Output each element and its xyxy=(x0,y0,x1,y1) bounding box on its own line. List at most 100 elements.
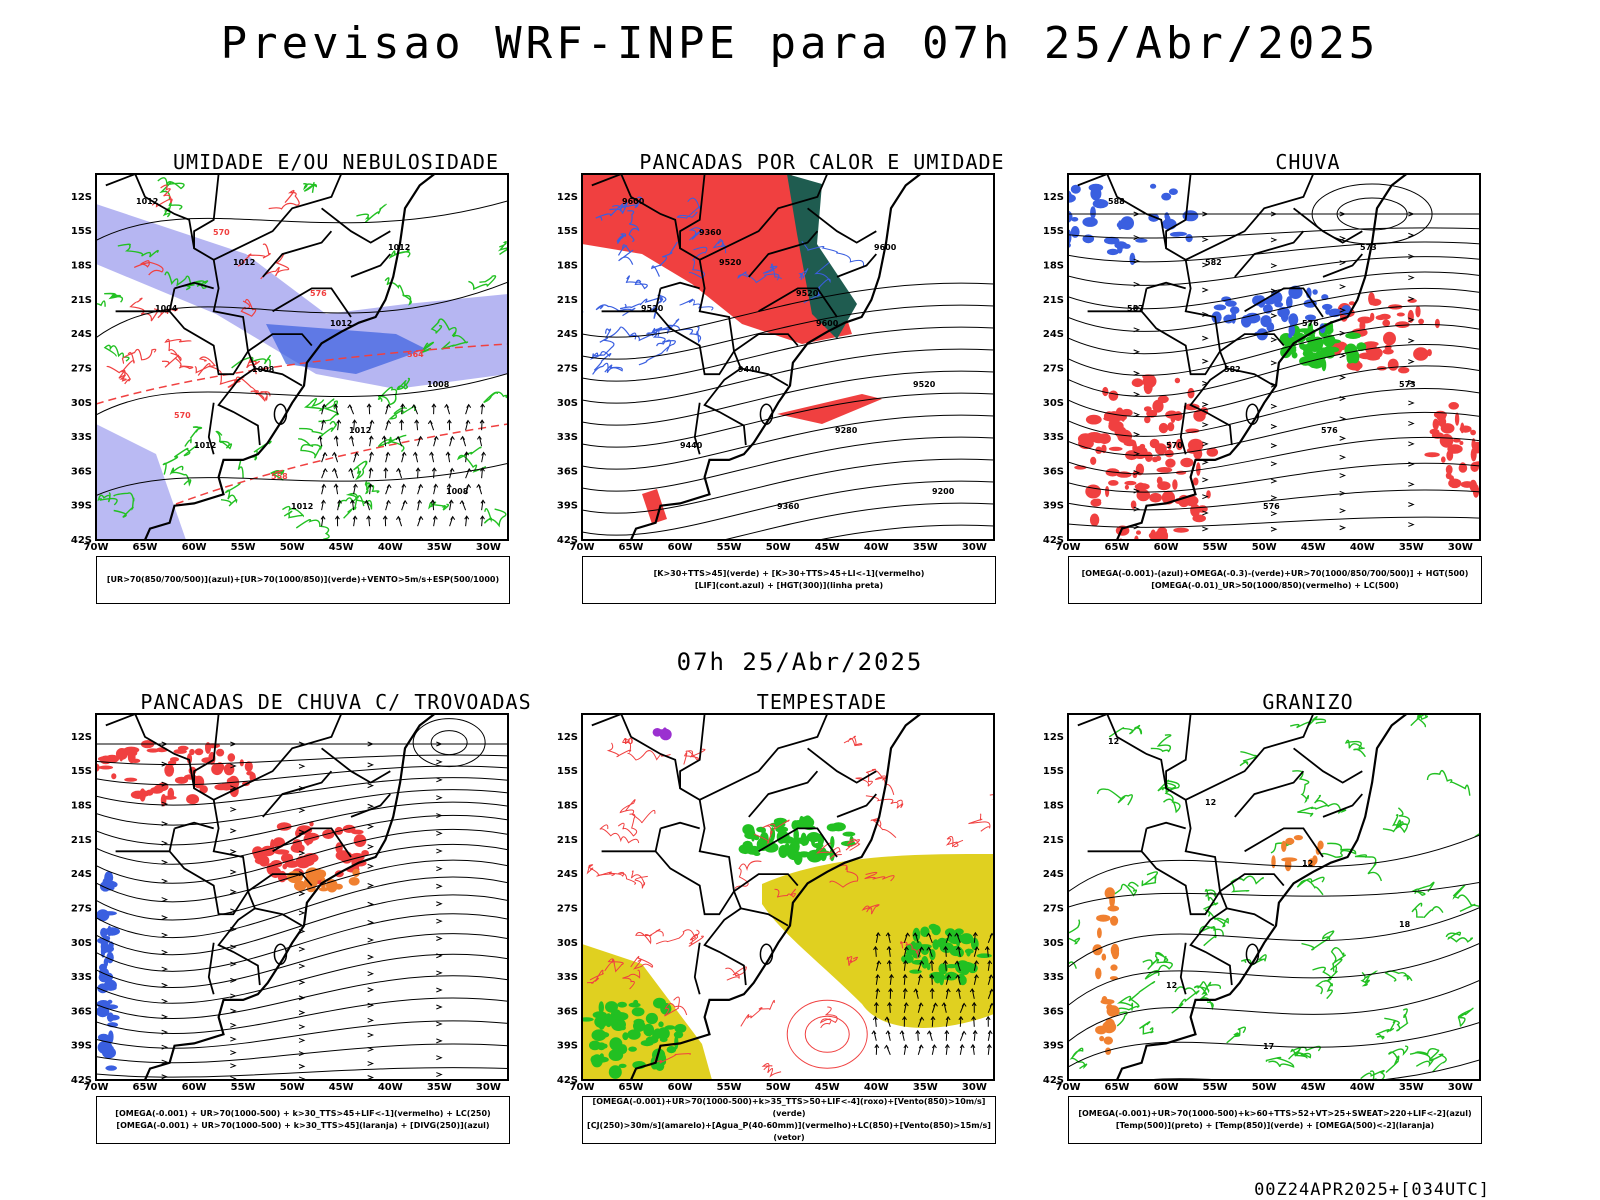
contour-line xyxy=(343,496,373,519)
weather-blob xyxy=(1104,236,1120,245)
contour-line xyxy=(162,201,183,218)
contour-line xyxy=(666,324,702,344)
border-line xyxy=(591,174,681,249)
streamline-arrow xyxy=(436,970,443,976)
weather-blob xyxy=(1460,481,1474,488)
weather-blob xyxy=(806,832,821,843)
weather-blob xyxy=(645,1012,658,1025)
border-line xyxy=(733,873,799,893)
coastline-east xyxy=(143,174,436,540)
lon-tick-label: 60W xyxy=(1154,1082,1179,1093)
weather-blob xyxy=(1192,477,1199,486)
weather-blob xyxy=(211,763,223,776)
weather-blob xyxy=(1305,336,1318,343)
weather-blob xyxy=(1106,248,1119,256)
wind-vector-head xyxy=(395,435,401,441)
contour-line xyxy=(237,243,271,267)
streamline xyxy=(1068,241,1480,263)
weather-blob xyxy=(1085,414,1102,425)
border-line xyxy=(254,907,303,927)
streamline-arrow xyxy=(161,821,169,827)
streamline-arrow xyxy=(161,982,169,988)
wind-vector xyxy=(321,420,325,431)
weather-blob xyxy=(1155,443,1167,455)
streamline xyxy=(1068,436,1480,475)
weather-blob xyxy=(273,849,290,855)
streamline-arrow xyxy=(230,828,237,834)
weather-blob xyxy=(1486,440,1493,454)
weather-blob xyxy=(318,887,329,892)
wind-vector-head xyxy=(926,932,932,937)
wind-vector-head xyxy=(331,467,337,472)
wind-vector-head xyxy=(333,483,339,488)
wind-vector-head xyxy=(411,403,417,409)
lon-tick-label: 35W xyxy=(427,542,452,553)
weather-blob xyxy=(958,973,965,980)
weather-blob xyxy=(348,877,360,886)
wind-vector-head xyxy=(943,945,949,951)
wind-vector-head xyxy=(945,988,951,993)
streamline xyxy=(96,913,508,972)
wind-vector-head xyxy=(433,435,439,440)
contour-line xyxy=(1452,884,1476,913)
lat-tick-label: 18S xyxy=(71,801,92,812)
streamline-arrow xyxy=(298,1063,306,1069)
weather-blob xyxy=(1164,215,1171,224)
weather-blob xyxy=(1118,220,1123,230)
coastline-east xyxy=(1115,714,1408,1080)
contour-label: 573 xyxy=(1360,243,1377,252)
weather-blob xyxy=(921,956,929,969)
contour-line xyxy=(801,240,865,267)
weather-blob xyxy=(1434,318,1440,329)
lagoon xyxy=(1245,403,1260,425)
contour-label: 12 xyxy=(1302,859,1313,868)
weather-blob xyxy=(1281,857,1298,862)
hgt300-contour xyxy=(582,282,994,338)
weather-blob xyxy=(1155,455,1162,461)
jet-area xyxy=(762,854,994,1028)
coastline-east xyxy=(1115,174,1408,540)
streamline-arrow xyxy=(230,741,237,747)
weather-blob xyxy=(1369,298,1382,306)
weather-blob xyxy=(1445,464,1453,475)
wind-vector-head xyxy=(972,931,978,937)
contour-line xyxy=(846,956,859,966)
wind-vector-head xyxy=(984,945,990,951)
wind-vector xyxy=(335,436,339,447)
lat-tick-label: 15S xyxy=(71,226,92,237)
lat-tick-label: 39S xyxy=(1043,501,1064,512)
weather-blob xyxy=(352,868,360,877)
streamline-arrow xyxy=(1202,402,1209,407)
wind-vector-head xyxy=(961,1030,967,1035)
wind-vector-head xyxy=(885,932,891,937)
weather-blob xyxy=(674,1035,679,1050)
weather-blob xyxy=(124,777,138,782)
contour-line xyxy=(377,386,398,406)
wind-vector-head xyxy=(466,467,472,473)
weather-blob xyxy=(105,886,115,891)
weather-blob xyxy=(1104,1018,1115,1030)
wind-vector-head xyxy=(364,499,369,504)
streamline xyxy=(96,953,508,1004)
weather-blob xyxy=(1102,386,1109,397)
streamline-arrow xyxy=(298,807,306,813)
weather-blob xyxy=(618,1063,627,1068)
contour-line xyxy=(282,505,304,519)
border-line xyxy=(1293,207,1363,244)
contour-label: 1012 xyxy=(388,243,410,252)
wind-vector-head xyxy=(903,959,909,965)
wind-vector-head xyxy=(919,960,925,965)
wind-vector xyxy=(385,452,389,463)
streamline-arrow xyxy=(436,936,443,941)
contour-line xyxy=(655,929,700,945)
weather-blob xyxy=(600,1032,610,1038)
contour-line xyxy=(1068,961,1077,969)
